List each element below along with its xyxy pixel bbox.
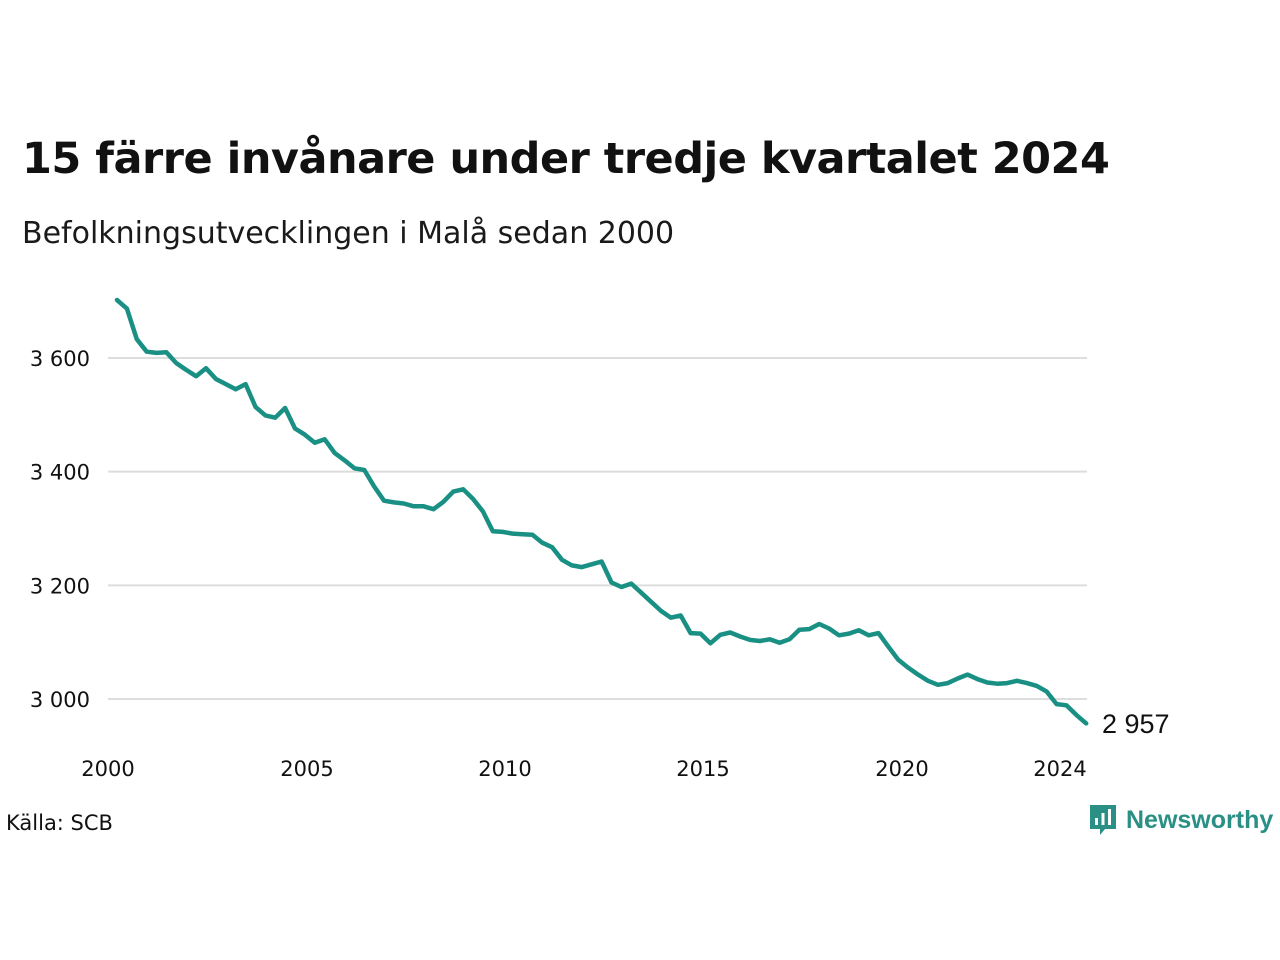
y-tick-label: 3 400 bbox=[30, 461, 90, 485]
x-tick-label: 2024 bbox=[1033, 757, 1086, 781]
chart-subtitle: Befolkningsutvecklingen i Malå sedan 200… bbox=[22, 216, 675, 251]
y-tick-label: 3 200 bbox=[30, 574, 90, 598]
series-line bbox=[114, 297, 1089, 726]
source-note: Källa: SCB bbox=[6, 811, 113, 835]
y-tick-label: 3 600 bbox=[30, 347, 90, 371]
x-tick-label: 2005 bbox=[280, 757, 333, 781]
gridlines bbox=[108, 357, 1087, 700]
brand-name: Newsworthy bbox=[1126, 805, 1274, 834]
x-tick-label: 2015 bbox=[676, 757, 729, 781]
end-value-label: 2 957 bbox=[1102, 709, 1170, 739]
chart-title: 15 färre invånare under tredje kvartalet… bbox=[22, 134, 1110, 184]
newsworthy-logo-icon bbox=[1090, 805, 1116, 835]
x-tick-label: 2020 bbox=[875, 757, 928, 781]
y-axis-ticks: 3 000 3 200 3 400 3 600 bbox=[30, 347, 90, 712]
y-tick-label: 3 000 bbox=[30, 688, 90, 712]
x-tick-label: 2010 bbox=[478, 757, 531, 781]
brand-logo[interactable]: Newsworthy bbox=[1088, 803, 1273, 837]
x-axis-ticks: 2000 2005 2010 2015 2020 2024 bbox=[81, 757, 1086, 781]
x-tick-label: 2000 bbox=[81, 757, 134, 781]
